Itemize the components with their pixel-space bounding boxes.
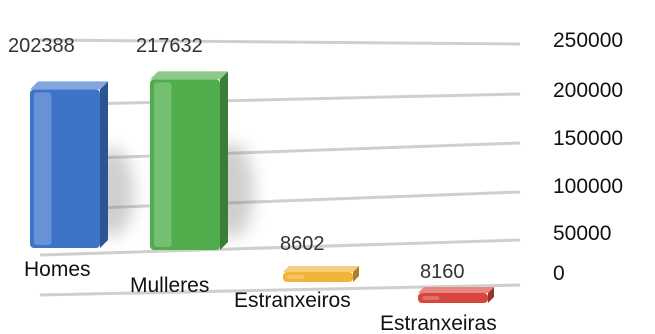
y-axis-tick-labels: 0 50000 100000 150000 200000 250000: [553, 29, 623, 285]
category-labels: Homes Mulleres Estranxeiros Estranxeiras: [24, 258, 497, 334]
bar-estranxeiras: [418, 287, 494, 303]
y-tick-label: 100000: [553, 175, 623, 198]
category-label-mulleres: Mulleres: [130, 274, 209, 297]
category-label-homes: Homes: [24, 258, 91, 281]
y-tick-label: 200000: [553, 79, 623, 102]
y-tick-label: 50000: [553, 222, 611, 245]
value-label-homes: 202388: [8, 35, 75, 57]
y-tick-label: 150000: [553, 127, 623, 150]
bars: [30, 71, 494, 303]
gridline-0: [39, 283, 521, 297]
category-label-estranxeiros: Estranxeiros: [234, 289, 351, 312]
gridline-200000: [39, 92, 521, 107]
category-label-estranxeiras: Estranxeiras: [380, 312, 497, 334]
bar-mulleres: [150, 71, 254, 250]
value-label-estranxeiras: 8160: [420, 261, 465, 283]
y-tick-label: 0: [553, 262, 565, 285]
gridline-50000: [39, 238, 521, 257]
bar-estranxeiros: [283, 266, 359, 282]
value-label-estranxeiros: 8602: [280, 233, 325, 255]
value-labels: 202388 217632 8602 8160: [8, 35, 465, 283]
value-label-mulleres: 217632: [136, 35, 203, 57]
gridline-250000: [39, 38, 521, 46]
y-tick-label: 250000: [553, 29, 623, 52]
bar-homes: [30, 81, 134, 248]
